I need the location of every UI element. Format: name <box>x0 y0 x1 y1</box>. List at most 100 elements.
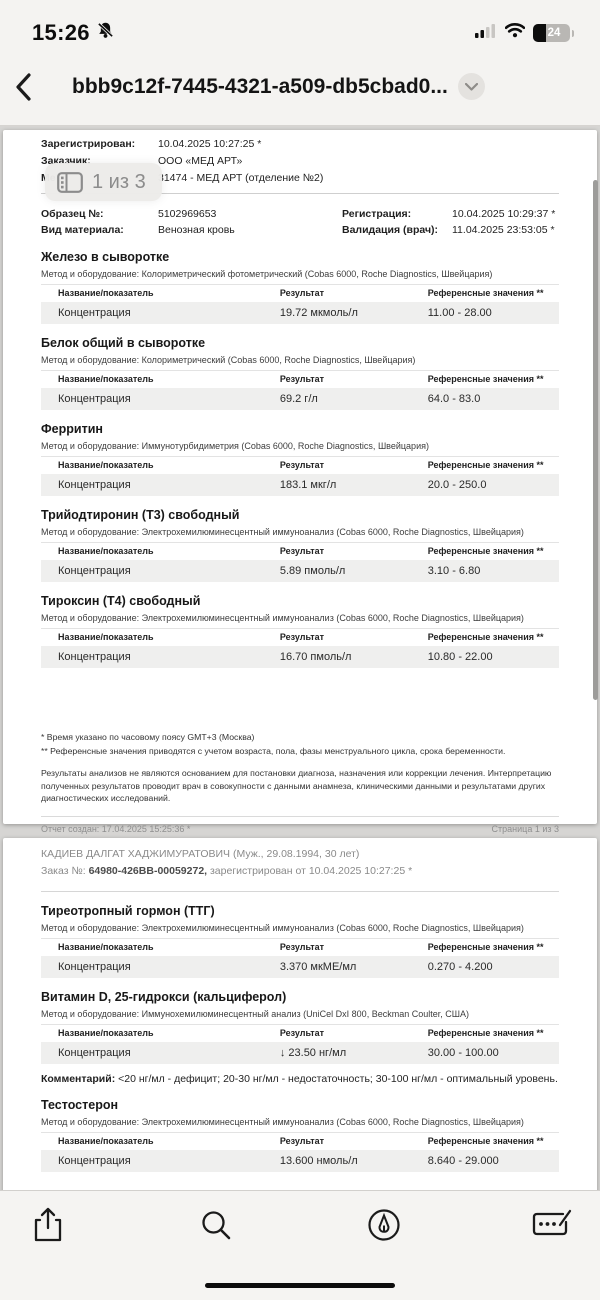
test-title: Тестостерон <box>41 1098 119 1112</box>
page-footer: Отчет создан: 17.04.2025 15:25:36 * Стра… <box>41 815 559 834</box>
share-button[interactable] <box>26 1203 70 1247</box>
results-table: Название/показатель Результат Референсны… <box>41 542 559 582</box>
parameter-name: Концентрация <box>58 393 131 405</box>
results-table: Название/показатель Результат Референсны… <box>41 628 559 668</box>
column-header-result: Результат <box>279 1028 325 1038</box>
table-header-row: Название/показатель Результат Референсны… <box>41 456 559 474</box>
parameter-name: Концентрация <box>58 565 131 577</box>
comment-label: Комментарий: <box>41 1073 116 1085</box>
reference-range: 20.0 - 250.0 <box>427 479 487 491</box>
footnote-timezone: * Время указано по часовому поясу GMT+3 … <box>41 732 255 742</box>
test-section: Трийодтиронин (Т3) свободный Метод и обо… <box>41 507 559 582</box>
test-method: Метод и оборудование: Электрохемилюминес… <box>41 923 524 933</box>
column-header-reference: Референсные значения ** <box>427 374 544 384</box>
column-header-result: Результат <box>279 546 325 556</box>
sample-info-block: Образец №: 5102969653 Вид материала: Веноз… <box>41 206 559 238</box>
divider <box>41 891 559 892</box>
comment-line: Комментарий: <20 нг/мл - дефицит; 20-30 … <box>41 1072 559 1086</box>
markup-button[interactable] <box>362 1203 406 1247</box>
test-title: Трийодтиронин (Т3) свободный <box>41 508 240 522</box>
column-header-result: Результат <box>279 288 325 298</box>
nav-bar: bbb9c12f-7445-4321-a509-db5cbad0... <box>0 56 600 126</box>
page-number-text: Страница 1 из 3 <box>491 823 559 834</box>
result-value: ↓ 23.50 нг/мл <box>279 1047 347 1059</box>
result-value: 19.72 мкмоль/л <box>279 307 358 319</box>
share-icon <box>34 1207 62 1242</box>
sample-label: Вид материала: <box>41 224 124 236</box>
pdf-page-2: КАДИЕВ ДАЛГАТ ХАДЖИМУРАТОВИЧ (Муж., 29.0… <box>3 838 597 1190</box>
page-indicator-label: 1 из 3 <box>92 170 146 193</box>
bottom-toolbar <box>0 1190 600 1300</box>
wifi-icon <box>504 23 525 43</box>
table-data-row: Концентрация 13.600 нмоль/л 8.640 - 29.0… <box>41 1150 559 1172</box>
parameter-name: Концентрация <box>58 307 131 319</box>
page-indicator-badge[interactable]: 1 из 3 <box>45 163 162 201</box>
table-header-row: Название/показатель Результат Референсны… <box>41 1132 559 1150</box>
column-header-name: Название/показатель <box>58 1028 154 1038</box>
sample-label: Образец №: <box>41 208 104 220</box>
column-header-name: Название/показатель <box>58 632 154 642</box>
header-value: 10.04.2025 10:27:25 * <box>158 138 262 150</box>
results-table: Название/показатель Результат Референсны… <box>41 456 559 496</box>
table-data-row: Концентрация 3.370 мкМЕ/мл 0.270 - 4.200 <box>41 956 559 978</box>
table-header-row: Название/показатель Результат Референсны… <box>41 1024 559 1042</box>
table-header-row: Название/показатель Результат Референсны… <box>41 938 559 956</box>
registration-label: Валидация (врач): <box>342 224 439 236</box>
table-header-row: Название/показатель Результат Референсны… <box>41 628 559 646</box>
result-value: 69.2 г/л <box>279 393 318 405</box>
test-title: Белок общий в сыворотке <box>41 336 206 350</box>
parameter-name: Концентрация <box>58 961 131 973</box>
table-data-row: Концентрация ↓ 23.50 нг/мл 30.00 - 100.0… <box>41 1042 559 1064</box>
table-data-row: Концентрация 19.72 мкмоль/л 11.00 - 28.0… <box>41 302 559 324</box>
cellular-signal-icon <box>474 23 497 43</box>
home-indicator[interactable] <box>205 1283 395 1288</box>
test-title: Витамин D, 25-гидрокси (кальциферол) <box>41 990 287 1004</box>
table-header-row: Название/показатель Результат Референсны… <box>41 370 559 388</box>
header-label: Зарегистрирован: <box>41 138 136 150</box>
test-method: Метод и оборудование: Иммунотурбидиметри… <box>41 441 429 451</box>
test-section: Тестостерон Метод и оборудование: Электр… <box>41 1097 559 1172</box>
parameter-name: Концентрация <box>58 1155 131 1167</box>
results-table: Название/показатель Результат Референсны… <box>41 1024 559 1064</box>
header-row: Зарегистрирован: 10.04.2025 10:27:25 * <box>41 136 559 153</box>
order-registered-text: зарегистрирован от 10.04.2025 10:27:25 * <box>207 865 413 877</box>
column-header-result: Результат <box>279 374 325 384</box>
search-button[interactable] <box>194 1203 238 1247</box>
test-section: Белок общий в сыворотке Метод и оборудов… <box>41 335 559 410</box>
patient-info: КАДИЕВ ДАЛГАТ ХАДЖИМУРАТОВИЧ (Муж., 29.0… <box>41 848 360 860</box>
pdf-page-1: Зарегистрирован: 10.04.2025 10:27:25 * З… <box>3 130 597 834</box>
header-value: ООО «МЕД АРТ» <box>158 155 243 167</box>
disclaimer-text: Результаты анализов не являются основани… <box>41 768 552 803</box>
battery-percent: 24 <box>547 27 561 39</box>
footnote-reference: ** Референсные значения приводятся с уче… <box>41 746 506 756</box>
table-data-row: Концентрация 183.1 мкг/л 20.0 - 250.0 <box>41 474 559 496</box>
column-header-name: Название/показатель <box>58 288 154 298</box>
title-dropdown-button[interactable] <box>457 73 485 100</box>
column-header-name: Название/показатель <box>58 1136 154 1146</box>
registration-label: Регистрация: <box>342 208 412 220</box>
result-value: 16.70 пмоль/л <box>279 651 352 663</box>
column-header-result: Результат <box>279 942 325 952</box>
column-header-name: Название/показатель <box>58 546 154 556</box>
test-title: Тиреотропный гормон (ТТГ) <box>41 904 215 918</box>
column-header-reference: Референсные значения ** <box>427 546 544 556</box>
reference-range: 0.270 - 4.200 <box>427 961 493 973</box>
table-data-row: Концентрация 5.89 пмоль/л 3.10 - 6.80 <box>41 560 559 582</box>
fill-sign-button[interactable] <box>530 1203 574 1247</box>
table-header-row: Название/показатель Результат Референсны… <box>41 542 559 560</box>
back-button[interactable] <box>16 67 50 107</box>
results-table: Название/показатель Результат Референсны… <box>41 370 559 410</box>
test-title: Ферритин <box>41 422 103 436</box>
search-icon <box>202 1211 231 1240</box>
results-table: Название/показатель Результат Референсны… <box>41 284 559 324</box>
test-section: Витамин D, 25-гидрокси (кальциферол) Мет… <box>41 989 559 1086</box>
table-data-row: Концентрация 16.70 пмоль/л 10.80 - 22.00 <box>41 646 559 668</box>
results-table: Название/показатель Результат Референсны… <box>41 938 559 978</box>
column-header-result: Результат <box>279 632 325 642</box>
table-data-row: Концентрация 69.2 г/л 64.0 - 83.0 <box>41 388 559 410</box>
spacer <box>41 668 559 730</box>
scrollbar-thumb[interactable] <box>593 180 598 700</box>
test-title: Железо в сыворотке <box>41 250 170 264</box>
divider <box>41 193 559 194</box>
test-method: Метод и оборудование: Колориметрический … <box>41 355 416 365</box>
